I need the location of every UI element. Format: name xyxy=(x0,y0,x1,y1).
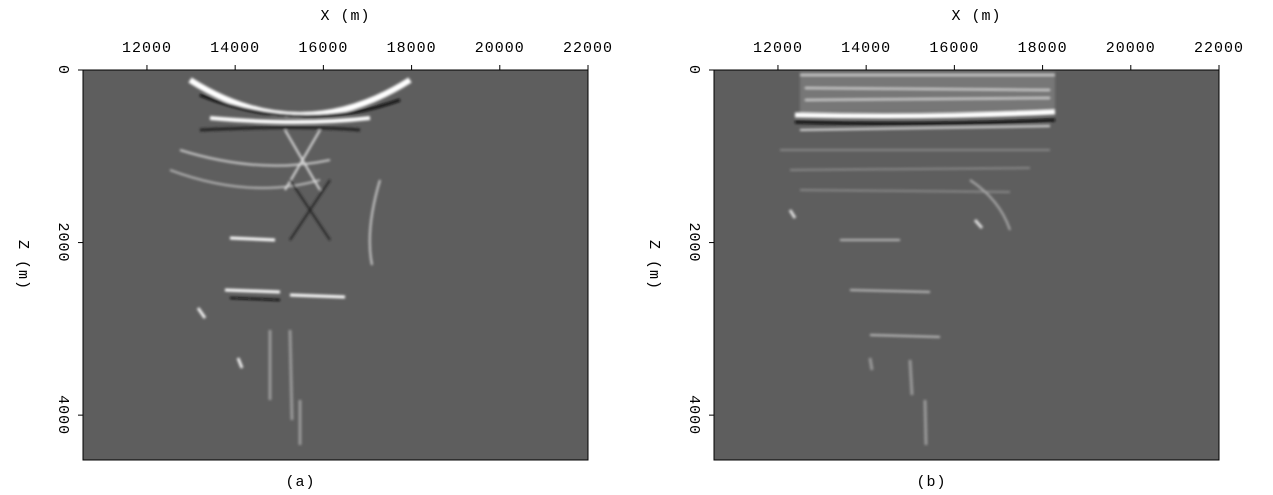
y-tick-label: 4000 xyxy=(685,395,702,435)
image-area xyxy=(714,70,1219,460)
seismic-texture xyxy=(780,72,1056,446)
y-tick-label: 0 xyxy=(685,65,702,75)
caption: (b) xyxy=(916,474,946,491)
x-tick-label: 20000 xyxy=(475,40,525,57)
y-axis-label: Z (m) xyxy=(645,240,662,290)
seismic-texture xyxy=(169,77,412,445)
y-tick-label: 2000 xyxy=(54,223,71,263)
x-tick-label: 18000 xyxy=(1018,40,1068,57)
x-axis-label: X (m) xyxy=(320,8,370,25)
y-tick-label: 4000 xyxy=(54,395,71,435)
x-tick-label: 22000 xyxy=(1194,40,1244,57)
y-axis-label: Z (m) xyxy=(14,240,31,290)
image-area xyxy=(83,70,588,460)
x-tick-label: 16000 xyxy=(298,40,348,57)
x-tick-label: 12000 xyxy=(753,40,803,57)
caption: (a) xyxy=(285,474,315,491)
x-tick-label: 22000 xyxy=(563,40,613,57)
y-tick-label: 2000 xyxy=(685,223,702,263)
y-tick-label: 0 xyxy=(54,65,71,75)
x-tick-label: 16000 xyxy=(929,40,979,57)
plot-frame xyxy=(82,69,589,461)
x-tick-label: 14000 xyxy=(841,40,891,57)
x-tick-label: 12000 xyxy=(122,40,172,57)
plot-frame xyxy=(713,69,1220,461)
x-axis-label: X (m) xyxy=(951,8,1001,25)
x-tick-label: 18000 xyxy=(387,40,437,57)
x-tick-label: 20000 xyxy=(1106,40,1156,57)
x-tick-label: 14000 xyxy=(210,40,260,57)
